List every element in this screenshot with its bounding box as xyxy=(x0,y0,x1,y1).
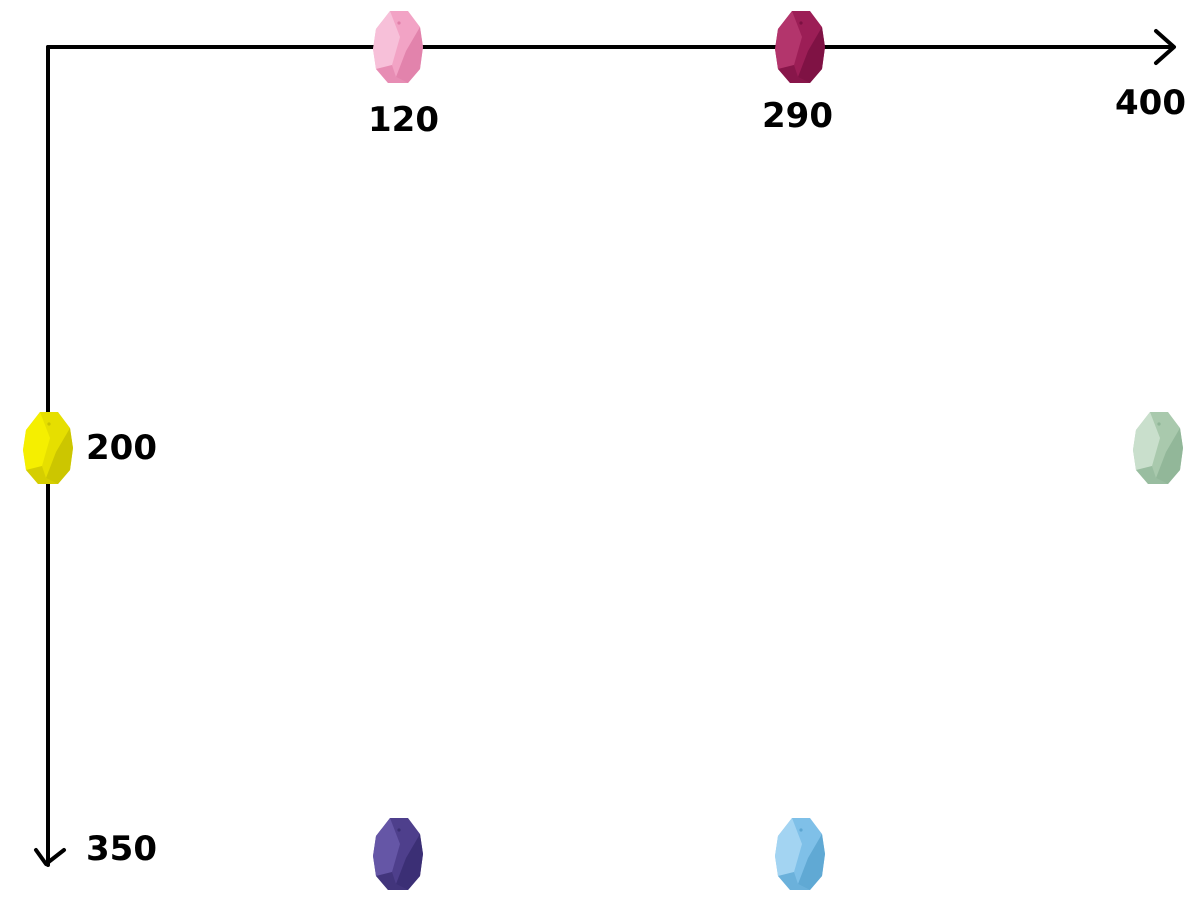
beacon-dot xyxy=(397,828,401,832)
y-tick-label-200: 200 xyxy=(86,428,157,468)
beacon-shadow-facet xyxy=(798,834,825,890)
beacon-highlight-facet xyxy=(775,818,802,876)
x-tick-label-400: 400 xyxy=(1115,83,1186,123)
beacon-highlight-facet xyxy=(373,11,400,69)
beacon-lower-facet xyxy=(376,872,408,890)
light-blue-beacon xyxy=(775,818,825,890)
purple-beacon xyxy=(373,818,423,890)
x-axis-arrowhead xyxy=(1154,29,1176,65)
beacons xyxy=(23,11,1183,890)
beacon-lower-facet xyxy=(1136,466,1168,484)
yellow-beacon xyxy=(23,412,73,484)
beacon-highlight-facet xyxy=(373,818,400,876)
mint-beacon xyxy=(1133,412,1183,484)
beacon-lower-facet xyxy=(778,872,810,890)
beacon-shadow-facet xyxy=(396,834,423,890)
x-tick-label-120: 120 xyxy=(368,100,439,140)
beacon-dot xyxy=(47,422,51,426)
beacon-highlight-facet xyxy=(1133,412,1160,470)
x-tick-label-290: 290 xyxy=(762,96,833,136)
beacon-shadow-facet xyxy=(396,27,423,83)
y-tick-label-350: 350 xyxy=(86,829,157,869)
pink-beacon xyxy=(373,11,423,83)
beacon-lower-facet xyxy=(376,65,408,83)
axes xyxy=(34,29,1176,867)
raspberry-beacon xyxy=(775,11,825,83)
beacon-shadow-facet xyxy=(798,27,825,83)
beacon-dot xyxy=(799,828,803,832)
beacon-shadow-facet xyxy=(46,428,73,484)
beacon-highlight-facet xyxy=(23,412,50,470)
beacon-lower-facet xyxy=(26,466,58,484)
beacon-dot xyxy=(397,21,401,25)
beacon-dot xyxy=(1157,422,1161,426)
beacon-shadow-facet xyxy=(1156,428,1183,484)
y-axis-arrowhead xyxy=(34,848,66,866)
beacon-highlight-facet xyxy=(775,11,802,69)
beacon-lower-facet xyxy=(778,65,810,83)
beacon-dot xyxy=(799,21,803,25)
